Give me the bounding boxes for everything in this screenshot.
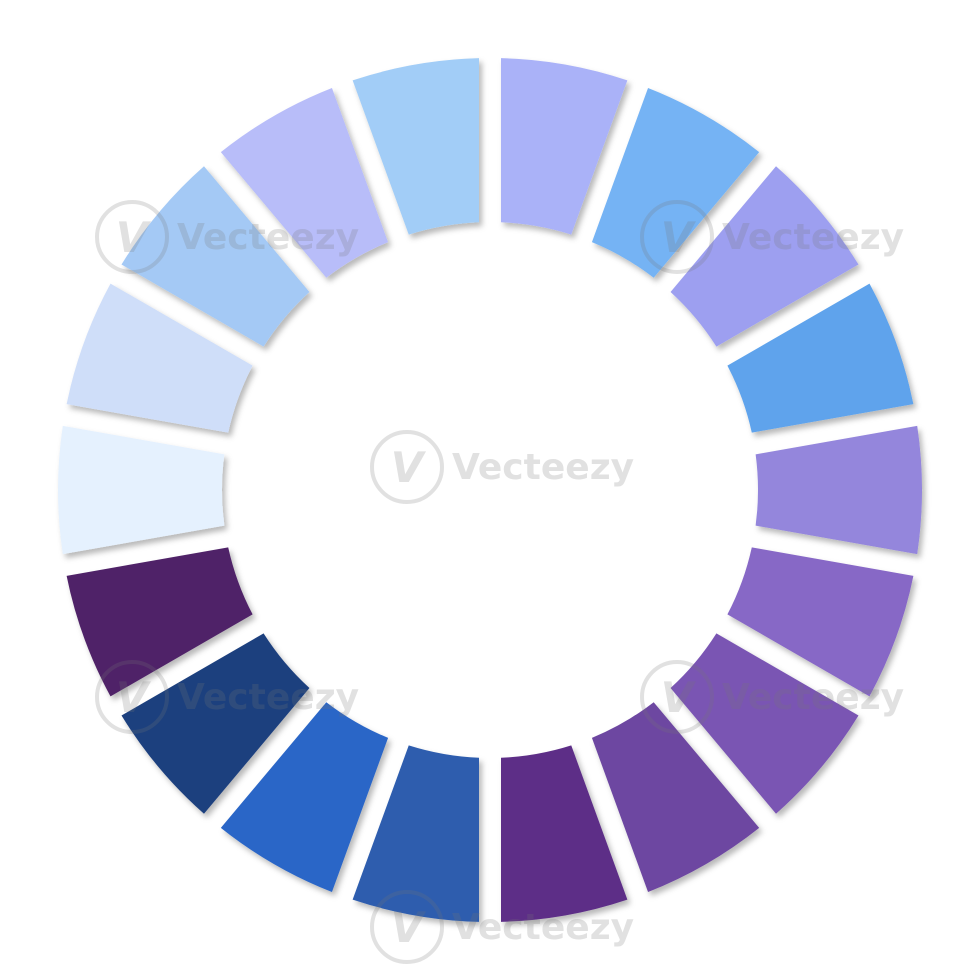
wheel-segment-16	[121, 166, 310, 347]
wheel-segment-12	[121, 633, 310, 814]
wheel-segment-14	[57, 425, 225, 555]
wheel-segment-13	[66, 547, 253, 697]
wheel-segment-4	[727, 283, 914, 433]
wheel-segment-17	[220, 87, 389, 278]
wheel-segment-1	[501, 58, 628, 235]
wheel-segment-5	[755, 425, 923, 555]
wheel-segment-15	[66, 283, 253, 433]
wheel-segment-9	[501, 745, 628, 922]
wheel-segment-18	[352, 58, 479, 235]
wheel-segment-6	[727, 547, 914, 697]
wheel-segments	[57, 58, 923, 922]
wheel-segment-11	[220, 702, 389, 893]
wheel-segment-8	[591, 702, 760, 893]
wheel-segment-10	[352, 745, 479, 922]
wheel-segment-7	[670, 633, 859, 814]
wheel-segment-3	[670, 166, 859, 347]
wheel-segment-2	[591, 87, 760, 278]
